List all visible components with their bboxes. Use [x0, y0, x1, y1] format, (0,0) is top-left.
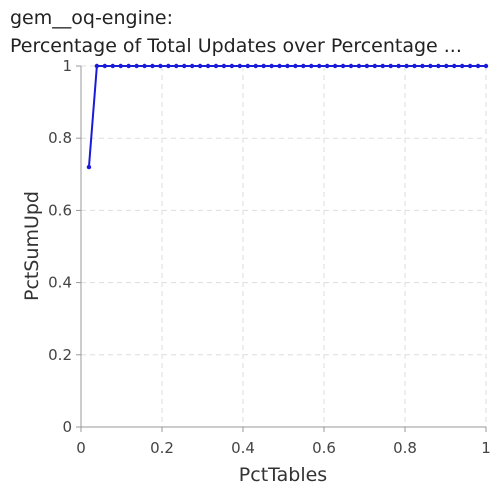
- tick-labels: 0 0.2 0.4 0.6 0.8 1 0 0.2 0.4 0.6 0.8 1: [48, 57, 491, 457]
- data-point: [205, 63, 211, 69]
- data-point: [380, 63, 385, 69]
- data-point: [174, 63, 179, 69]
- data-point: [229, 63, 235, 69]
- data-point: [261, 63, 266, 69]
- data-point: [436, 63, 441, 69]
- y-tick-label: 0.2: [48, 346, 72, 364]
- data-point: [459, 63, 465, 69]
- data-point: [428, 63, 433, 69]
- data-point: [94, 63, 100, 69]
- data-point: [317, 63, 322, 69]
- data-point: [102, 63, 108, 69]
- data-point: [277, 63, 282, 69]
- data-point: [324, 63, 330, 69]
- data-point: [158, 63, 163, 69]
- data-point: [189, 63, 195, 69]
- data-point: [372, 63, 378, 69]
- data-point: [475, 63, 481, 69]
- data-point: [293, 63, 298, 69]
- data-point: [86, 164, 92, 170]
- data-point: [182, 63, 187, 69]
- data-point: [444, 63, 449, 69]
- data-point: [404, 63, 409, 69]
- y-tick-label: 0: [62, 418, 72, 436]
- data-point: [142, 63, 147, 69]
- data-point: [285, 63, 290, 69]
- data-point: [467, 63, 473, 69]
- series-line: [87, 65, 486, 168]
- data-point: [166, 63, 171, 69]
- data-point: [332, 63, 338, 69]
- data-point: [150, 63, 155, 69]
- data-point: [253, 63, 258, 69]
- data-point: [412, 63, 417, 69]
- data-point: [452, 63, 457, 69]
- data-point: [269, 63, 274, 69]
- x-tick-label: 0.2: [150, 439, 174, 457]
- data-point: [356, 63, 362, 69]
- chart-title-line-2: Percentage of Total Updates over Percent…: [10, 35, 462, 57]
- data-point: [213, 63, 219, 69]
- x-tick-label: 0.8: [393, 439, 417, 457]
- data-point: [388, 63, 393, 69]
- data-point: [301, 63, 306, 69]
- data-point: [221, 63, 227, 69]
- data-point: [126, 63, 131, 69]
- y-axis-label: PctSumUpd: [21, 191, 43, 301]
- y-tick-label: 0.4: [48, 274, 72, 292]
- data-point: [340, 63, 346, 69]
- data-point: [396, 63, 401, 69]
- y-tick-label: 0.8: [48, 129, 72, 147]
- x-tick-label: 1: [481, 439, 491, 457]
- x-tick-label: 0.4: [231, 439, 255, 457]
- data-point: [134, 63, 139, 69]
- data-point: [420, 63, 425, 69]
- y-tick-label: 1: [62, 57, 72, 75]
- x-axis-label: PctTables: [239, 464, 327, 486]
- y-tick-label: 0.6: [48, 201, 72, 219]
- data-point: [348, 63, 354, 69]
- chart-title-line-1: gem__oq-engine:: [10, 7, 173, 29]
- grid: [80, 65, 487, 428]
- data-point: [197, 63, 203, 69]
- series: [86, 63, 489, 170]
- data-point: [237, 63, 243, 69]
- x-tick-label: 0.6: [312, 439, 336, 457]
- x-tick-label: 0: [76, 439, 86, 457]
- data-point: [118, 63, 123, 69]
- data-point: [309, 63, 314, 69]
- data-point: [364, 63, 370, 69]
- data-point: [245, 63, 250, 69]
- data-point: [110, 63, 115, 69]
- axes: [76, 65, 487, 432]
- data-point: [483, 63, 489, 69]
